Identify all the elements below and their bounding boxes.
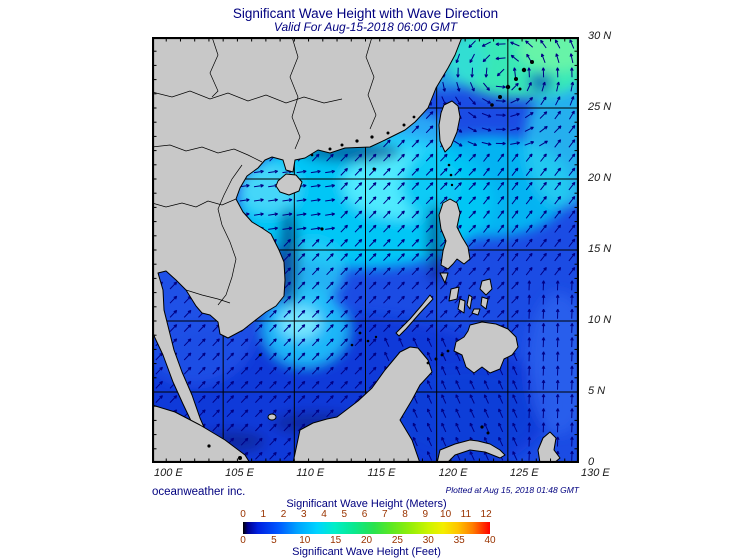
feet-tick: 15 <box>330 535 342 546</box>
lat-label: 5 N <box>588 385 606 397</box>
lat-label: 10 N <box>588 314 612 326</box>
meters-tick: 10 <box>440 509 452 520</box>
panay-island <box>448 286 460 302</box>
wave-field-east-edge-band <box>524 79 579 208</box>
small-islands <box>207 60 534 460</box>
feet-tick: 35 <box>453 535 465 546</box>
province-border <box>209 37 219 98</box>
wave-field-ryukyu-dark-spot <box>527 72 554 93</box>
country-border <box>152 144 263 163</box>
wave-height-colorbar <box>243 522 490 534</box>
meters-tick: 11 <box>460 509 472 520</box>
meters-tick: 1 <box>260 509 267 520</box>
wave-field-celebes-sea <box>393 367 537 459</box>
plotted-timestamp: Plotted at Aug 15, 2018 01:48 GMT <box>445 485 579 495</box>
cebu-island <box>466 294 473 310</box>
samar-island <box>479 278 493 296</box>
feet-tick: 10 <box>299 535 311 546</box>
lon-label: 120 E <box>438 467 468 479</box>
mindoro-island <box>439 272 449 284</box>
sumatra-island <box>152 404 251 463</box>
natuna-island <box>267 413 277 421</box>
mindanao-island <box>453 321 519 374</box>
meters-tick: 2 <box>280 509 287 520</box>
wave-field-vietnam-offshore-core <box>278 305 322 340</box>
feet-tick: 25 <box>391 535 403 546</box>
valid-time-subtitle: Valid For Aug-15-2018 06:00 GMT <box>273 20 458 34</box>
lat-label: 0 <box>588 456 595 468</box>
lat-label: 30 N <box>588 30 612 42</box>
meters-tick: 3 <box>300 509 307 520</box>
oceanweather-credit: oceanweather inc. <box>152 486 246 498</box>
feet-tick: 5 <box>271 535 277 546</box>
lat-label: 20 N <box>588 172 612 184</box>
map-frame <box>152 37 579 463</box>
wave-height-field <box>152 37 579 463</box>
lat-label: 15 N <box>588 243 612 255</box>
meters-tick: 12 <box>480 509 492 520</box>
sulawesi-island <box>436 439 506 463</box>
land-masses <box>152 37 561 463</box>
meters-tick: 6 <box>361 509 368 520</box>
lon-label: 105 E <box>225 467 254 479</box>
feet-tick: 40 <box>484 535 496 546</box>
country-border <box>152 198 237 208</box>
lon-label: 115 E <box>367 467 396 479</box>
leyte-island <box>480 296 489 310</box>
feet-tick: 30 <box>422 535 434 546</box>
wave-direction-map <box>152 37 579 463</box>
colorbar-title-feet: Significant Wave Height (Feet) <box>292 546 441 558</box>
hainan-island <box>275 173 303 196</box>
colorbar-title-meters: Significant Wave Height (Meters) <box>286 498 447 510</box>
page-title: Significant Wave Height with Wave Direct… <box>232 6 499 21</box>
luzon-island <box>438 198 471 270</box>
country-border <box>217 164 243 306</box>
meters-tick: 7 <box>382 509 388 520</box>
negros-island <box>457 298 466 314</box>
lat-label: 25 N <box>588 101 612 113</box>
meters-tick: 9 <box>422 509 429 520</box>
meters-tick: 5 <box>341 509 348 520</box>
lon-label: 130 E <box>581 467 610 479</box>
feet-tick: 20 <box>360 535 373 546</box>
country-border <box>185 289 231 304</box>
feet-tick: 0 <box>240 535 246 546</box>
meters-tick: 8 <box>402 509 408 520</box>
province-border <box>365 37 377 130</box>
wave-field-se-philippine-sea <box>527 292 579 435</box>
province-border <box>152 90 343 104</box>
borneo-island <box>292 346 433 463</box>
province-border <box>289 37 301 150</box>
bohol-island <box>471 308 481 316</box>
taiwan-island <box>438 100 461 153</box>
asia-mainland <box>152 37 463 444</box>
meters-tick: 4 <box>321 509 327 520</box>
lon-label: 125 E <box>509 467 539 479</box>
lon-label: 100 E <box>154 467 183 479</box>
wave-field-west-luzon-calm <box>426 203 444 283</box>
palawan-island <box>395 294 434 337</box>
meters-tick: 0 <box>240 509 246 520</box>
lon-label: 110 E <box>296 467 325 479</box>
